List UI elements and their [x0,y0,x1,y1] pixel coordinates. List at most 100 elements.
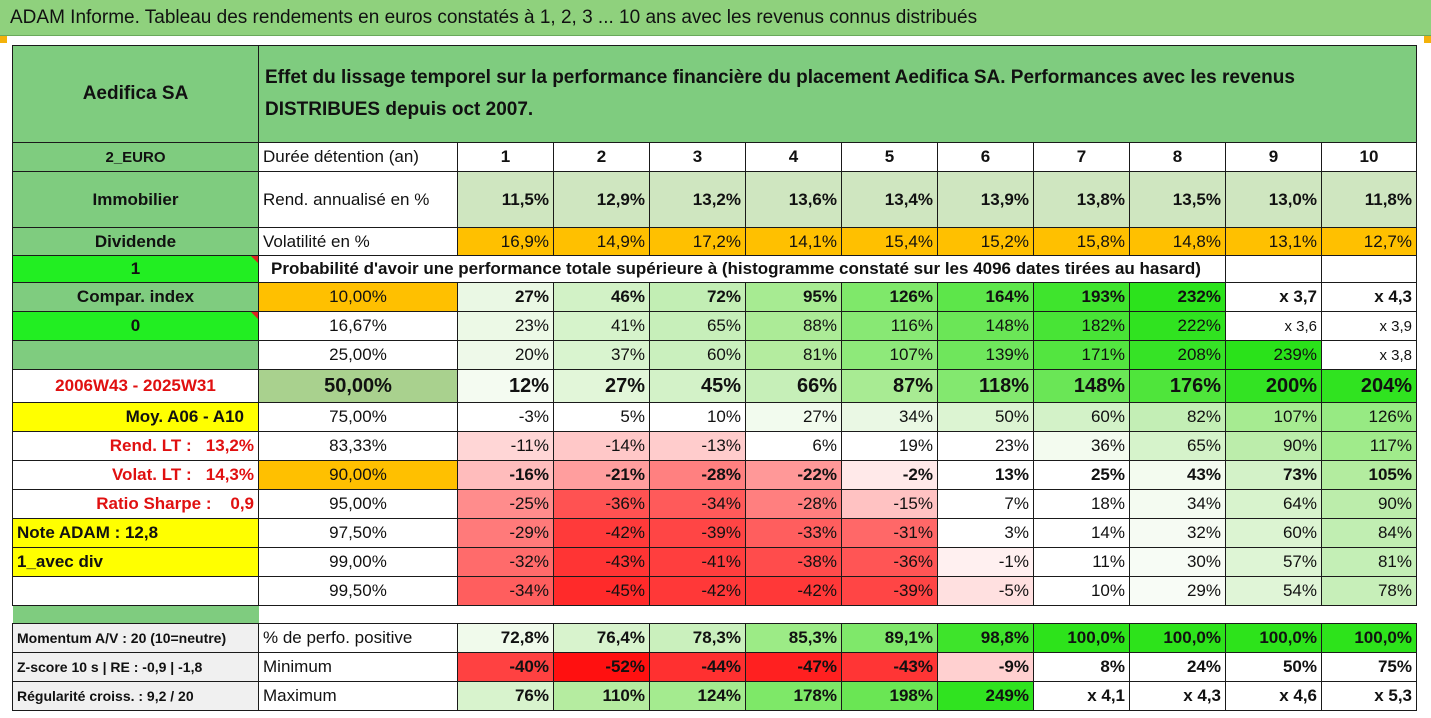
value-cell: 23% [937,431,1034,461]
row-label: 0 [12,311,259,341]
value-cell: 10% [649,402,746,432]
summary-value-cell: 100,0% [1129,623,1226,653]
value-cell: 13% [937,460,1034,490]
value-cell: 32% [1129,518,1226,548]
table-row: Volat. LT : 14,3% 90,00% -16% -21% -28% -22% -… [12,460,1417,490]
value-cell: -2% [841,460,938,490]
row-label: Ratio Sharpe : 0,9 [12,489,259,519]
row-description: 10,00% [258,282,458,312]
row-description: 83,33% [258,431,458,461]
value-cell: -16% [457,460,554,490]
value-cell: x 4,3 [1321,282,1417,312]
summary-description: Maximum [258,681,458,711]
returns-table: Aedifica SA Effet du lissage temporel su… [12,45,1417,711]
value-cell: -5% [937,576,1034,606]
row-label: 1 [12,255,259,283]
value-cell: 164% [937,282,1034,312]
summary-value-cell: 78,3% [649,623,746,653]
value-cell: 107% [841,340,938,370]
value-cell: -29% [457,518,554,548]
value-cell: 11,8% [1321,171,1417,228]
value-cell: 60% [1033,402,1130,432]
value-cell: 232% [1129,282,1226,312]
value-cell: 27% [745,402,842,432]
row-label: 1_avec div [12,547,259,577]
value-cell: 13,6% [745,171,842,228]
value-cell: 5 [841,142,938,172]
value-cell: 82% [1129,402,1226,432]
value-cell: 182% [1033,311,1130,341]
row-label: Rend. LT : 13,2% [12,431,259,461]
row-label: Moy. A06 - A10 [12,402,259,432]
summary-value-cell: -44% [649,652,746,682]
table-row: Ratio Sharpe : 0,9 95,00% -25% -36% -34% -28%… [12,489,1417,519]
value-cell: -3% [457,402,554,432]
summary-value-cell: 178% [745,681,842,711]
row-description: 99,00% [258,547,458,577]
value-cell: 72% [649,282,746,312]
value-cell: 13,5% [1129,171,1226,228]
description-text: Effet du lissage temporel sur la perform… [265,67,1295,120]
summary-value-cell: 198% [841,681,938,711]
value-cell: -42% [649,576,746,606]
value-cell: 29% [1129,576,1226,606]
summary-description: % de perfo. positive [258,623,458,653]
value-cell: 14% [1033,518,1130,548]
summary-value-cell: x 5,3 [1321,681,1417,711]
value-cell: -1% [937,547,1034,577]
spacer-green [12,605,259,624]
value-cell: -32% [457,547,554,577]
value-cell: 60% [649,340,746,370]
value-cell: 3% [937,518,1034,548]
spacer-row [12,605,1417,624]
row-label: Note ADAM : 12,8 [12,518,259,548]
value-cell: 60% [1225,518,1322,548]
description-cell: Effet du lissage temporel sur la perform… [258,45,1417,143]
summary-value-cell: 249% [937,681,1034,711]
value-cell: 12,7% [1321,227,1417,256]
summary-label: Momentum A/V : 20 (10=neutre) [12,623,259,653]
value-cell: 81% [1321,547,1417,577]
value-cell: 57% [1225,547,1322,577]
summary-value-cell: 89,1% [841,623,938,653]
value-cell: 204% [1321,369,1417,403]
value-cell: 90% [1321,489,1417,519]
value-cell: 13,9% [937,171,1034,228]
value-cell: -13% [649,431,746,461]
value-cell: 13,8% [1033,171,1130,228]
summary-value-cell: 110% [553,681,650,711]
value-cell: 14,1% [745,227,842,256]
row-label [12,576,259,606]
summary-value-cell: 75% [1321,652,1417,682]
value-cell: -28% [649,460,746,490]
value-cell: -34% [649,489,746,519]
row-label [12,340,259,370]
summary-row: Z-score 10 s | RE : -0,9 | -1,8 Minimum -4… [12,652,1417,682]
summary-value-cell: -52% [553,652,650,682]
value-cell: 15,8% [1033,227,1130,256]
row-description: Volatilité en % [258,227,458,256]
summary-value-cell: 124% [649,681,746,711]
value-cell: 73% [1225,460,1322,490]
value-cell: 13,1% [1225,227,1322,256]
table-row: 2_EURO Durée détention (an) 1 2 3 4 5 6 7 8 9 10 [12,142,1417,172]
summary-value-cell: 8% [1033,652,1130,682]
value-cell: -21% [553,460,650,490]
table-row: Compar. index 10,00% 27% 46% 72% 95% 126% 164% 1… [12,282,1417,312]
value-cell: 8 [1129,142,1226,172]
table-row: Immobilier Rend. annualisé en % 11,5% 12,9%… [12,171,1417,228]
value-cell: 54% [1225,576,1322,606]
value-cell: -41% [649,547,746,577]
value-cell: 90% [1225,431,1322,461]
value-cell: x 3,6 [1225,311,1322,341]
value-cell: 37% [553,340,650,370]
value-cell: 2 [553,142,650,172]
value-cell: -42% [553,518,650,548]
value-cell: 12% [457,369,554,403]
value-cell: 36% [1033,431,1130,461]
value-cell: 239% [1225,340,1322,370]
table-row: 0 16,67% 23% 41% 65% 88% 116% 148% 182% 222% x 3,6… [12,311,1417,341]
value-cell: -15% [841,489,938,519]
value-cell: -42% [745,576,842,606]
summary-value-cell: 100,0% [1033,623,1130,653]
